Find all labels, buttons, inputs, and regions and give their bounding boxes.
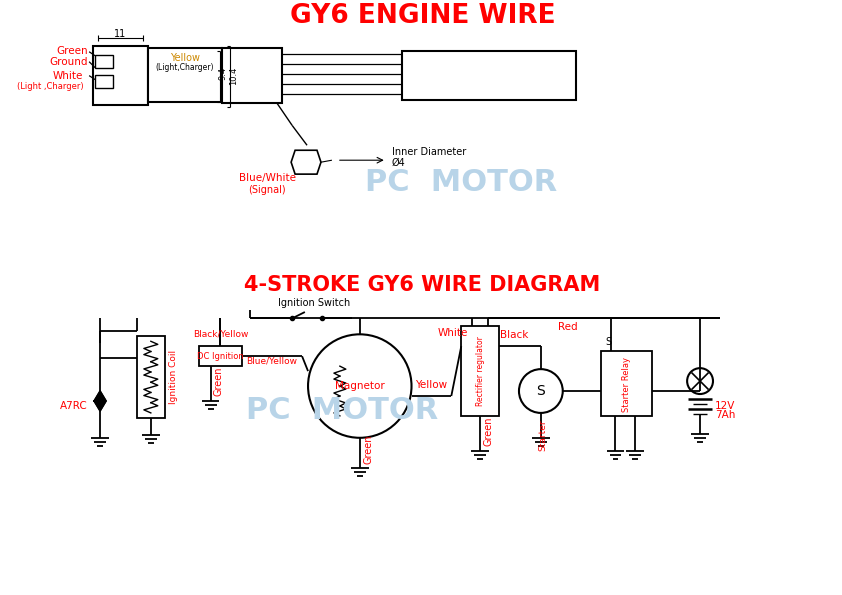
Polygon shape [291, 151, 321, 174]
Text: 10.4: 10.4 [229, 67, 238, 85]
Text: Blue/White: Blue/White [239, 173, 296, 183]
Text: S: S [536, 384, 546, 398]
Bar [222, 48, 282, 104]
Text: Green: Green [214, 367, 223, 396]
Text: Yellow: Yellow [415, 380, 447, 390]
Bar [600, 351, 653, 416]
Text: 4-STROKE GY6 WIRE DIAGRAM: 4-STROKE GY6 WIRE DIAGRAM [244, 274, 600, 295]
Text: Black: Black [500, 330, 528, 340]
Text: Green: Green [483, 416, 493, 446]
Text: White: White [53, 71, 83, 81]
Text: (Signal): (Signal) [248, 185, 286, 195]
Text: Starter Relay: Starter Relay [622, 356, 631, 412]
Text: Ground: Ground [50, 57, 88, 67]
Text: Black/Yellow: Black/Yellow [193, 329, 248, 339]
Text: Blue/Yellow: Blue/Yellow [247, 356, 297, 366]
Text: Starter: Starter [538, 419, 547, 450]
Text: Green: Green [56, 46, 88, 56]
Circle shape [687, 368, 713, 394]
Text: Inner Diameter: Inner Diameter [392, 147, 466, 157]
Bar [402, 51, 576, 101]
Circle shape [308, 334, 412, 438]
Text: DC Ignition: DC Ignition [197, 352, 244, 361]
Bar [95, 55, 113, 68]
Text: (Light,Charger): (Light,Charger) [156, 63, 214, 72]
Text: S: S [605, 337, 611, 347]
Text: Green: Green [364, 435, 374, 465]
Text: Yellow: Yellow [169, 53, 200, 62]
Text: (Light ,Charger): (Light ,Charger) [17, 82, 83, 91]
Text: Magnetor: Magnetor [335, 381, 385, 391]
Text: GY6 ENGINE WIRE: GY6 ENGINE WIRE [290, 3, 555, 29]
Text: 12V: 12V [715, 401, 735, 411]
Bar [137, 336, 165, 418]
Text: Red: Red [558, 322, 578, 333]
Text: 7Ah: 7Ah [715, 410, 735, 420]
Bar [95, 74, 113, 87]
Text: White: White [438, 328, 468, 339]
Circle shape [519, 369, 562, 413]
Text: PC  MOTOR: PC MOTOR [246, 396, 438, 425]
Text: Ignition Switch: Ignition Switch [278, 299, 350, 308]
Text: A7RC: A7RC [61, 401, 88, 411]
Text: PC  MOTOR: PC MOTOR [365, 168, 557, 196]
Bar [199, 346, 242, 366]
Bar [93, 46, 148, 105]
Text: 9.4: 9.4 [219, 67, 228, 80]
Bar [461, 326, 499, 416]
Text: Ø4: Ø4 [392, 158, 405, 168]
Text: Ignition Coil: Ignition Coil [168, 350, 178, 404]
Text: 11: 11 [114, 29, 126, 39]
Bar [148, 48, 222, 102]
Text: Rectifier regulator: Rectifier regulator [476, 336, 485, 406]
Polygon shape [94, 391, 106, 411]
